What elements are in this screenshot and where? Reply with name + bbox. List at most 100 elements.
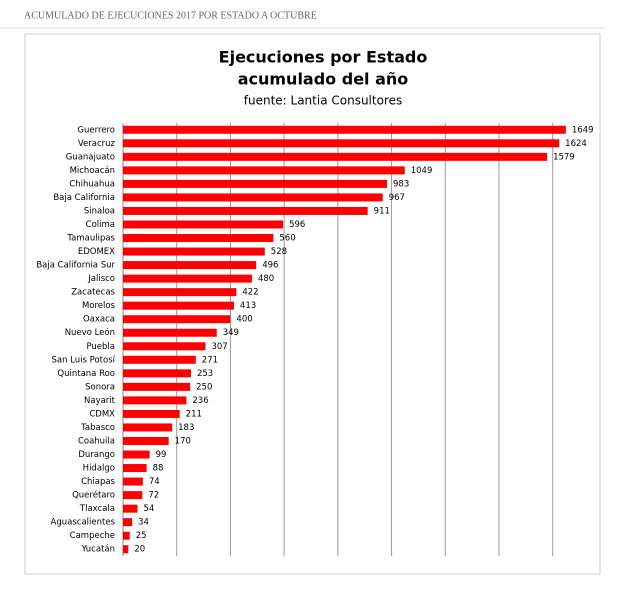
value-label: 74 (149, 477, 160, 487)
y-tick-label: Tamaulipas (66, 234, 115, 244)
value-label: 54 (144, 504, 155, 514)
bar (123, 518, 133, 527)
value-label: 967 (389, 193, 405, 203)
y-tick-label: Puebla (86, 342, 115, 352)
bar (123, 464, 147, 473)
bar (123, 288, 237, 297)
value-label: 170 (175, 436, 191, 446)
header: ACUMULADO DE EJECUCIONES 2017 POR ESTADO… (24, 10, 317, 21)
value-label: 560 (279, 234, 295, 244)
bar (123, 409, 180, 418)
value-label: 183 (178, 423, 194, 433)
bar (123, 342, 206, 351)
y-tick-label: Durango (78, 450, 115, 460)
bar (123, 139, 560, 148)
value-label: 983 (393, 179, 409, 189)
value-label: 480 (258, 274, 274, 284)
value-label: 20 (134, 545, 145, 555)
y-tick-label: Tabasco (80, 423, 115, 433)
bar (123, 355, 196, 364)
value-label: 99 (156, 450, 167, 460)
y-tick-label: Hidalgo (83, 464, 115, 474)
bar (123, 491, 143, 500)
bar (123, 423, 173, 432)
bar (123, 206, 368, 215)
chart-frame (24, 33, 601, 575)
value-label: 528 (271, 247, 287, 257)
y-tick-label: Baja California Sur (36, 261, 115, 271)
bar (123, 234, 274, 243)
bar (123, 369, 191, 378)
value-label: 72 (148, 491, 159, 501)
y-tick-label: Veracruz (78, 139, 116, 149)
y-tick-label: Nuevo León (65, 327, 115, 338)
bar (123, 301, 234, 310)
bar (123, 220, 284, 229)
value-label: 413 (240, 301, 256, 311)
bar (123, 396, 187, 405)
bar (123, 261, 257, 270)
value-label: 1579 (553, 152, 575, 162)
value-label: 400 (236, 315, 252, 325)
bar (123, 436, 169, 445)
value-label: 496 (262, 261, 278, 271)
y-tick-label: Sonora (85, 382, 115, 392)
bar (123, 531, 130, 540)
value-label: 211 (186, 409, 202, 419)
y-tick-label: Michoacán (70, 166, 115, 176)
bar (123, 545, 129, 554)
y-tick-label: Tlaxcala (79, 504, 115, 514)
y-tick-label: Oaxaca (83, 315, 115, 325)
bar (123, 166, 405, 175)
chart-title: Ejecuciones por Estado (219, 48, 428, 67)
value-label: 34 (138, 518, 149, 528)
value-label: 596 (289, 220, 305, 230)
value-label: 1649 (572, 125, 594, 135)
y-tick-label: Campeche (70, 531, 115, 541)
y-tick-label: Nayarit (84, 396, 116, 406)
y-tick-label: Guerrero (77, 125, 115, 135)
value-label: 25 (136, 531, 147, 541)
value-label: 1624 (565, 139, 587, 149)
y-tick-label: Zacatecas (71, 288, 115, 298)
y-tick-label: San Luis Potosí (51, 355, 115, 365)
value-label: 349 (223, 328, 239, 338)
chart-title: acumulado del año (238, 70, 409, 89)
bar (123, 274, 252, 283)
bar (123, 193, 383, 202)
y-tick-label: Coahuila (78, 436, 115, 446)
bar (123, 382, 191, 391)
chart-subtitle: fuente: Lantia Consultores (244, 94, 402, 108)
value-label: 236 (192, 396, 208, 406)
y-tick-label: Baja California (53, 193, 115, 203)
y-tick-label: Aguascalientes (51, 518, 116, 528)
y-tick-label: Guanajuato (66, 152, 115, 162)
value-label: 307 (211, 342, 227, 352)
bar (123, 152, 548, 161)
bar (123, 125, 566, 134)
y-tick-label: Chiapas (81, 477, 115, 487)
value-label: 1049 (411, 166, 433, 176)
y-tick-label: Sinaloa (84, 206, 115, 216)
y-tick-label: Querétaro (72, 490, 115, 501)
bar (123, 247, 265, 256)
y-tick-label: Colima (86, 220, 115, 230)
y-tick-label: CDMX (89, 409, 115, 419)
value-label: 253 (197, 369, 213, 379)
y-tick-label: Chihuahua (69, 179, 115, 189)
y-tick-label: EDOMEX (78, 247, 115, 257)
bar (123, 179, 388, 188)
bar (123, 504, 138, 513)
y-tick-label: Yucatán (81, 545, 115, 555)
bar (123, 328, 217, 337)
y-tick-label: Morelos (82, 301, 116, 311)
value-label: 88 (153, 464, 164, 474)
bar (123, 450, 150, 459)
value-label: 422 (242, 288, 258, 298)
y-tick-label: Quintana Roo (57, 369, 115, 379)
value-label: 911 (374, 206, 390, 216)
bar (123, 315, 231, 324)
value-label: 271 (202, 355, 218, 365)
value-label: 250 (196, 382, 212, 392)
